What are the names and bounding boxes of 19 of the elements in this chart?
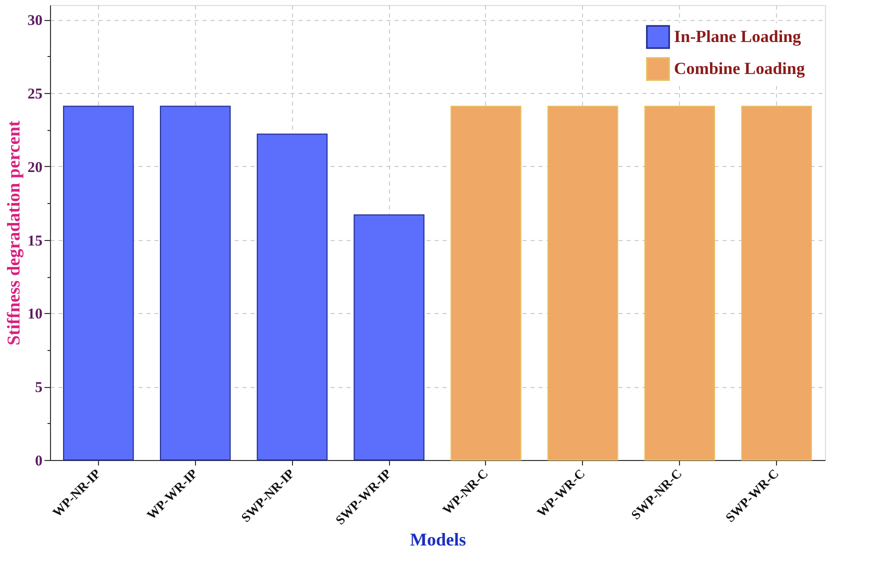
y-tick-label: 25 bbox=[28, 86, 42, 103]
bar bbox=[547, 106, 618, 460]
y-tick-label: 15 bbox=[28, 233, 42, 250]
bar bbox=[63, 106, 134, 460]
bar bbox=[354, 214, 424, 460]
y-tick-label: 5 bbox=[35, 380, 42, 396]
bar bbox=[741, 106, 812, 460]
bar bbox=[450, 106, 522, 460]
y-tick-label: 0 bbox=[35, 454, 42, 470]
legend-label: Combine Loading bbox=[674, 59, 806, 78]
y-tick-label: 20 bbox=[28, 160, 42, 176]
y-tick-label: 30 bbox=[28, 13, 42, 30]
y-tick-label: 10 bbox=[28, 306, 42, 323]
legend-label: In-Plane Loading bbox=[674, 27, 802, 46]
bar bbox=[160, 106, 231, 460]
y-axis-title: Stiffness degradation percent bbox=[4, 120, 24, 346]
bar bbox=[644, 106, 716, 460]
x-axis-title: Models bbox=[410, 530, 466, 550]
bar bbox=[256, 134, 328, 460]
